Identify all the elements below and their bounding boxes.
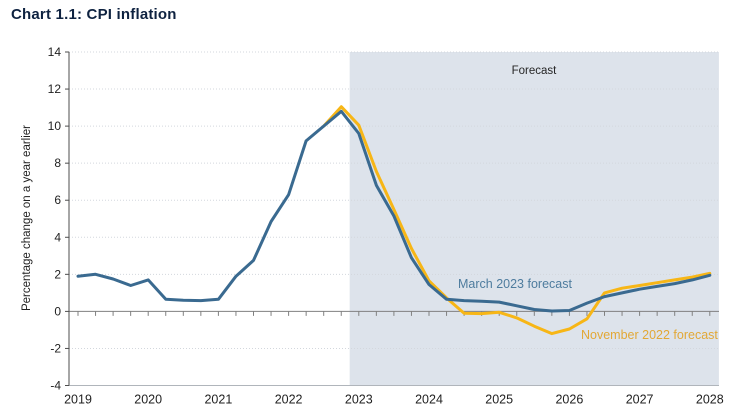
march-2023-forecast-line	[76, 109, 712, 313]
november-2022-forecast-line	[322, 105, 712, 336]
y-tick-label: 2	[54, 267, 61, 281]
y-tick-label: 8	[54, 156, 61, 170]
forecast-label: Forecast	[511, 65, 557, 77]
chart-title: Chart 1.1: CPI inflation	[11, 6, 177, 23]
x-tick-label: 2019	[64, 393, 92, 407]
x-tick-label: 2027	[626, 393, 654, 407]
y-tick-label: 6	[54, 193, 61, 207]
y-tick-label: -4	[50, 379, 61, 393]
x-tick-label: 2022	[275, 393, 303, 407]
x-tick-label: 2021	[204, 393, 232, 407]
november-2022-forecast-label: November 2022 forecast	[581, 328, 718, 342]
x-tick-label: 2020	[134, 393, 162, 407]
x-tick-label: 2024	[415, 393, 443, 407]
forecast-region	[349, 52, 719, 386]
x-tick-label: 2025	[485, 393, 513, 407]
y-tick-label: 14	[48, 45, 62, 59]
y-tick-label: 10	[48, 119, 62, 133]
y-tick-label: 12	[48, 82, 62, 96]
x-tick-label: 2026	[555, 393, 583, 407]
y-tick-label: 4	[54, 230, 61, 244]
y-tick-label: -2	[50, 341, 61, 355]
y-tick-label: 0	[54, 304, 61, 318]
x-tick-label: 2028	[696, 393, 724, 407]
march-2023-forecast-label: March 2023 forecast	[458, 277, 572, 291]
x-tick-label: 2023	[345, 393, 373, 407]
y-axis-title: Percentage change on a year earlier	[21, 124, 33, 312]
